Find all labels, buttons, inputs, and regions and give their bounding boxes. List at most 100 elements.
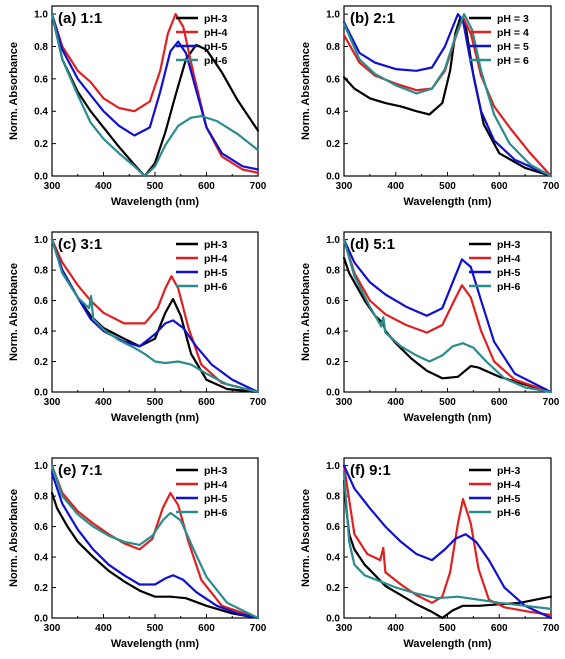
x-tick-label: 300 (336, 181, 353, 192)
series-line-3 (50, 238, 260, 394)
y-tick-label: 0.2 (34, 139, 48, 150)
y-tick-label: 0.0 (34, 172, 48, 183)
x-tick-label: 600 (198, 397, 215, 408)
series-line-1 (50, 464, 260, 620)
series-line-1 (342, 464, 553, 617)
y-tick-label: 0.8 (34, 492, 48, 503)
series-line-2 (342, 464, 553, 620)
y-tick-label: 0.6 (34, 522, 48, 533)
y-axis-title: Norm. Absorbance (300, 263, 312, 361)
x-tick-label: 500 (147, 397, 164, 408)
panel-title: (d) 5:1 (350, 236, 395, 253)
x-tick-label: 500 (439, 623, 456, 634)
y-tick-label: 0.2 (326, 139, 340, 150)
y-tick-label: 1.0 (34, 235, 48, 246)
y-tick-label: 0.4 (326, 327, 340, 338)
x-tick-label: 300 (336, 623, 353, 634)
series-line-2 (342, 238, 553, 394)
x-tick-label: 400 (387, 181, 404, 192)
legend-label-1: pH = 4 (497, 27, 529, 39)
x-tick-label: 400 (95, 623, 112, 634)
legend-label-2: pH-5 (204, 41, 227, 53)
series-line-3 (50, 13, 260, 178)
x-tick-label: 300 (44, 397, 61, 408)
chart-panel-1: 300 400 500 600 700 0.0 0.2 0.4 0.6 0.8 1.0 Wavelen… (300, 5, 560, 208)
legend-label-0: pH-3 (204, 465, 227, 477)
legend-label-3: pH-6 (204, 281, 227, 293)
y-tick-label: 0.0 (326, 388, 340, 399)
panel-title: (e) 7:1 (58, 462, 102, 479)
y-tick-label: 1.0 (326, 461, 340, 472)
x-axis-title: Wavelength (nm) (403, 638, 492, 650)
chart-panel-5: 300 400 500 600 700 0.0 0.2 0.4 0.6 0.8 1.0 Wavelen… (300, 457, 560, 650)
legend-label-1: pH-4 (204, 479, 227, 491)
y-tick-label: 0.0 (326, 614, 340, 625)
legend-label-0: pH-3 (204, 13, 227, 25)
chart-panel-2: 300 400 500 600 700 0.0 0.2 0.4 0.6 0.8 1.0 Wavelen… (8, 231, 267, 424)
y-tick-label: 0.6 (326, 296, 340, 307)
y-tick-label: 0.0 (326, 172, 340, 183)
legend-label-0: pH = 3 (497, 13, 529, 25)
y-axis-title: Norm. Absorbance (300, 42, 312, 140)
y-tick-label: 0.6 (326, 522, 340, 533)
legend-label-3: pH-6 (497, 507, 520, 519)
series-line-0 (342, 16, 553, 178)
legend-label-1: pH-4 (204, 27, 227, 39)
panel-title: (f) 9:1 (350, 462, 391, 479)
y-tick-label: 0.2 (326, 583, 340, 594)
y-tick-label: 0.8 (326, 42, 340, 53)
x-tick-label: 600 (491, 623, 508, 634)
series-line-2 (50, 472, 260, 620)
x-tick-label: 500 (147, 623, 164, 634)
x-tick-label: 300 (44, 623, 61, 634)
x-tick-label: 400 (387, 397, 404, 408)
legend-label-3: pH-6 (204, 507, 227, 519)
x-tick-label: 600 (491, 397, 508, 408)
x-tick-label: 700 (543, 623, 560, 634)
x-tick-label: 300 (44, 181, 61, 192)
series-line-1 (342, 238, 553, 394)
panel-title: (c) 3:1 (58, 236, 102, 253)
x-tick-label: 600 (198, 181, 215, 192)
legend-label-2: pH-5 (497, 493, 520, 505)
series-line-2 (342, 13, 553, 178)
chart-panel-3: 300 400 500 600 700 0.0 0.2 0.4 0.6 0.8 1.0 Wavelen… (300, 231, 560, 424)
x-tick-label: 400 (95, 397, 112, 408)
y-tick-label: 0.0 (34, 388, 48, 399)
y-tick-label: 0.2 (326, 357, 340, 368)
y-tick-label: 0.4 (326, 553, 340, 564)
y-tick-label: 0.2 (34, 357, 48, 368)
y-tick-label: 0.4 (326, 107, 340, 118)
legend-label-1: pH-4 (497, 479, 520, 491)
legend-label-2: pH-5 (497, 267, 520, 279)
series-line-3 (342, 13, 553, 178)
legend-label-3: pH-6 (497, 281, 520, 293)
x-axis-title: Wavelength (nm) (403, 196, 492, 208)
x-tick-label: 400 (95, 181, 112, 192)
x-tick-label: 300 (336, 397, 353, 408)
series-line-3 (342, 238, 553, 394)
y-tick-label: 0.4 (34, 553, 48, 564)
x-axis-title: Wavelength (nm) (111, 196, 200, 208)
x-tick-label: 400 (387, 623, 404, 634)
y-tick-label: 0.6 (34, 74, 48, 85)
y-tick-label: 0.2 (34, 583, 48, 594)
series-line-3 (342, 472, 553, 610)
legend-label-2: pH-5 (204, 493, 227, 505)
legend-label-3: pH-6 (204, 55, 227, 67)
y-tick-label: 1.0 (326, 10, 340, 21)
x-axis-title: Wavelength (nm) (111, 412, 200, 424)
legend-label-0: pH-3 (497, 465, 520, 477)
legend-label-0: pH-3 (204, 239, 227, 251)
x-axis-title: Wavelength (nm) (403, 412, 492, 424)
x-axis-title: Wavelength (nm) (111, 638, 200, 650)
y-tick-label: 0.0 (34, 614, 48, 625)
series-line-1 (50, 238, 260, 394)
y-tick-label: 1.0 (326, 235, 340, 246)
y-tick-label: 0.6 (326, 74, 340, 85)
y-tick-label: 0.6 (34, 296, 48, 307)
y-tick-label: 0.8 (326, 266, 340, 277)
chart-panel-4: 300 400 500 600 700 0.0 0.2 0.4 0.6 0.8 1.0 Wavelen… (8, 457, 267, 650)
y-axis-title: Norm. Absorbance (8, 489, 20, 587)
